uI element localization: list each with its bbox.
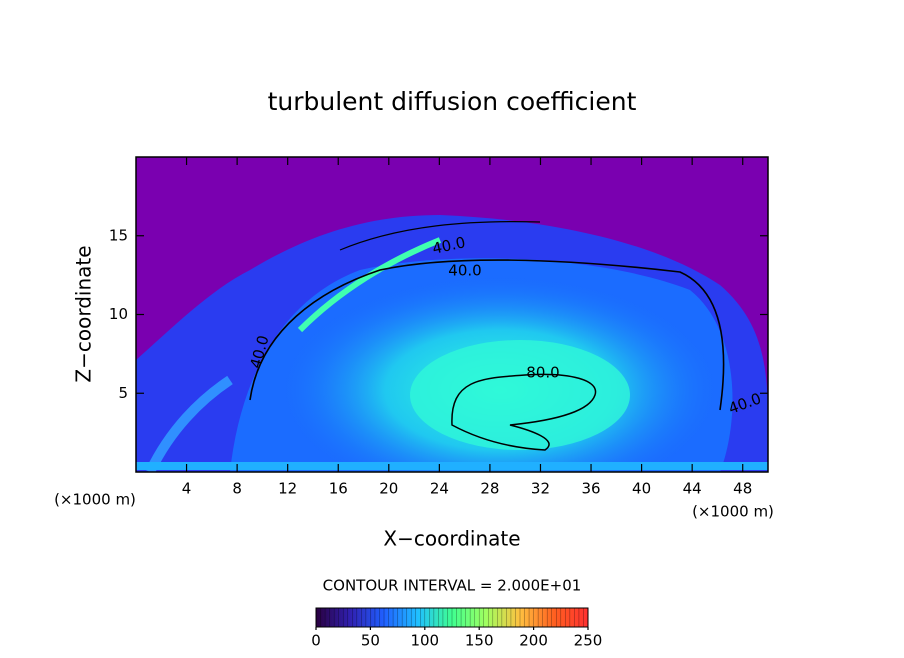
contour-interval: CONTOUR INTERVAL = 2.000E+01	[323, 577, 582, 595]
contour-label: 40.0	[448, 262, 481, 280]
x-tick-label: 20	[379, 480, 398, 498]
x-tick-label: 44	[683, 480, 702, 498]
y-axis-label: Z−coordinate	[72, 245, 96, 382]
colorbar-tick-label: 200	[519, 632, 548, 650]
x-unit-label: (×1000 m)	[692, 503, 774, 521]
x-tick-label: 8	[232, 480, 242, 498]
colorbar-tick-label: 250	[574, 632, 603, 650]
colorbar-tick-label: 100	[410, 632, 439, 650]
x-tick-label: 40	[632, 480, 651, 498]
x-tick-label: 36	[581, 480, 600, 498]
field	[136, 157, 768, 472]
y-tick-label: 5	[118, 384, 128, 402]
x-tick-label: 48	[733, 480, 752, 498]
x-tick-label: 28	[480, 480, 499, 498]
colorbar-tick-label: 50	[361, 632, 380, 650]
x-tick-label: 16	[329, 480, 348, 498]
chart-title: turbulent diffusion coefficient	[268, 87, 637, 116]
colorbar-tick-label: 0	[311, 632, 321, 650]
x-tick-label: 12	[278, 480, 297, 498]
x-tick-label: 32	[531, 480, 550, 498]
x-tick-label: 4	[182, 480, 192, 498]
x-unit-label: (×1000 m)	[54, 491, 136, 509]
contour-label: 80.0	[526, 364, 559, 382]
y-tick-label: 10	[109, 305, 128, 323]
y-tick-label: 15	[109, 226, 128, 244]
x-axis-label: X−coordinate	[383, 527, 520, 551]
x-tick-label: 24	[430, 480, 449, 498]
colorbar-tick-label: 150	[465, 632, 494, 650]
